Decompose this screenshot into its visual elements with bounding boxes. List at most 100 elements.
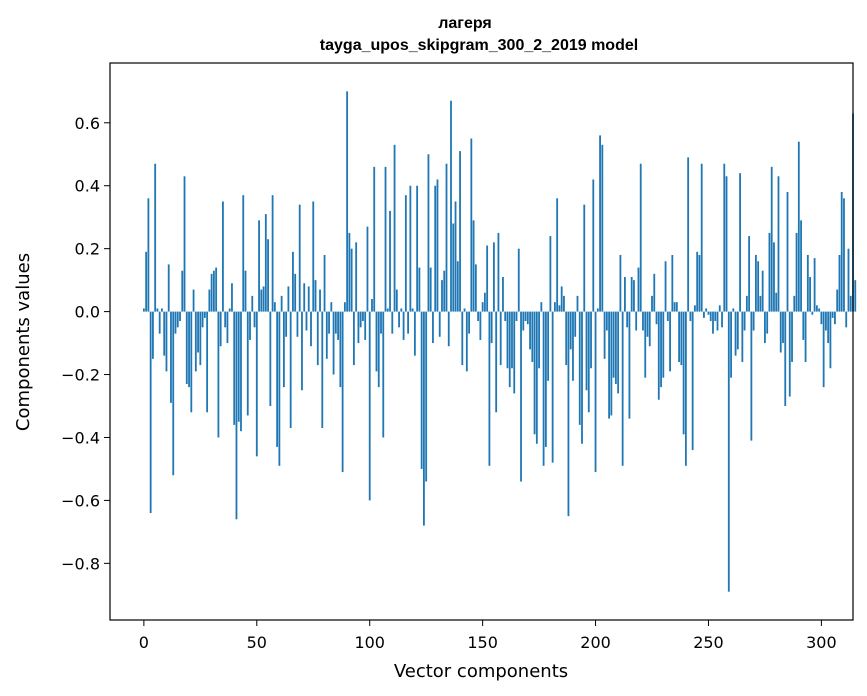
x-axis-ticks: 0 50 100 150 200 250 300 [139,620,837,652]
bar-190 [572,311,574,381]
bar-96 [359,311,362,328]
bar-253 [714,311,717,322]
bar-52 [260,289,263,312]
bar-61 [280,295,283,312]
bar-179 [547,311,550,381]
bar-16 [179,311,181,322]
bar-46 [246,311,249,416]
bar-297 [813,258,816,312]
bar-145 [470,138,473,312]
bar-143 [465,311,468,372]
bar-272 [757,261,760,312]
bar-15 [176,311,179,328]
bar-302 [825,311,827,331]
bar-39 [231,283,233,312]
bar-227 [655,311,658,325]
bar-201 [596,308,599,312]
bar-181 [551,311,554,463]
bar-144 [468,311,470,334]
bar-19 [185,311,188,384]
bar-193 [578,311,581,425]
bar-139 [456,261,459,312]
bar-63 [285,311,288,337]
bar-66 [292,251,294,312]
x-tick-label: 50 [247,633,267,652]
bar-56 [269,311,272,407]
bar-149 [479,311,482,340]
bar-129 [434,185,437,312]
bar-83 [330,302,333,312]
bar-37 [226,311,229,344]
bar-86 [337,311,339,340]
bar-14 [174,311,177,334]
bar-231 [664,261,667,312]
bar-270 [752,311,755,331]
bar-162 [508,311,511,388]
bar-175 [538,311,540,369]
bar-112 [395,289,398,312]
bar-292 [802,311,805,340]
bar-128 [432,311,434,344]
bar-32 [215,267,218,312]
bar-107 [384,166,387,312]
bar-166 [517,248,520,312]
bar-141 [461,311,464,366]
bar-206 [608,311,610,419]
bar-130 [436,179,439,312]
y-tick-label: −0.2 [61,366,100,385]
bar-200 [594,311,597,473]
bar-243 [691,311,694,451]
bar-106 [382,311,385,438]
bar-89 [343,302,346,312]
bar-309 [840,192,843,312]
bar-291 [800,220,802,312]
bar-281 [777,176,780,312]
bar-290 [797,141,800,312]
bar-53 [262,286,265,312]
bar-219 [637,267,640,312]
bar-202 [599,135,601,312]
bar-187 [565,311,568,366]
bar-152 [486,245,489,312]
bar-252 [712,311,714,334]
bar-10 [165,311,168,372]
bar-226 [653,273,656,312]
bar-250 [707,311,710,315]
y-axis-ticks: 0.6 0.4 0.2 0.0 −0.2 −0.4 −0.6 −0.8 [61,114,110,573]
bar-5 [154,163,157,312]
bar-301 [822,311,825,388]
bar-203 [601,144,604,312]
bar-43 [240,311,242,432]
bar-146 [472,220,475,312]
bar-44 [242,195,245,312]
bar-126 [427,154,430,312]
bar-183 [556,198,559,312]
bar-88 [341,311,344,473]
bar-171 [529,311,531,350]
bar-239 [682,311,685,435]
bar-229 [660,311,662,388]
bar-73 [307,286,310,312]
bar-303 [827,311,830,344]
bar-100 [368,311,371,501]
bar-192 [576,295,579,312]
bar-305 [831,311,834,318]
bar-82 [328,311,330,334]
bar-217 [633,280,635,312]
bar-6 [156,308,159,312]
bar-287 [791,311,793,362]
bar-97 [362,311,364,322]
bar-36 [224,311,227,328]
bar-276 [766,311,769,334]
bar-308 [838,254,841,312]
bar-205 [605,311,608,331]
bar-262 [734,311,737,356]
bar-232 [666,311,669,322]
bar-102 [373,166,376,312]
bar-154 [490,311,493,344]
bar-210 [617,311,620,394]
bar-286 [788,311,791,397]
bar-178 [544,311,547,447]
bar-79 [321,311,324,429]
bar-165 [515,311,518,322]
